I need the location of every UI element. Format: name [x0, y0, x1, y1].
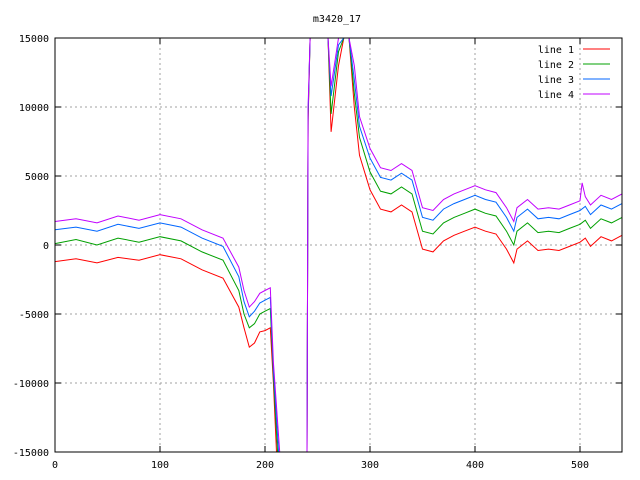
series-line-1 [55, 38, 622, 452]
y-tick-label: -10000 [13, 379, 49, 390]
x-tick-label: 0 [52, 460, 58, 471]
y-tick-label: 5000 [25, 172, 49, 183]
legend-label: line 2 [538, 60, 574, 71]
legend-label: line 1 [538, 45, 574, 56]
x-tick-label: 500 [571, 460, 589, 471]
tick-layer: 0 100 200 300 400 500 -15000 -10000 -5000 0 5000 10… [13, 34, 622, 471]
y-tick-label: -5000 [19, 310, 49, 321]
legend-label: line 4 [538, 90, 574, 101]
x-tick-label: 200 [256, 460, 274, 471]
x-tick-label: 300 [361, 460, 379, 471]
legend-label: line 3 [538, 75, 574, 86]
series-line-3 [55, 38, 622, 452]
y-tick-label: -15000 [13, 448, 49, 459]
chart-title: m3420_17 [313, 14, 361, 25]
grid [55, 38, 622, 452]
series-line-2 [55, 38, 622, 452]
y-tick-label: 0 [43, 241, 49, 252]
x-tick-label: 400 [466, 460, 484, 471]
x-tick-label: 100 [151, 460, 169, 471]
y-tick-label: 15000 [19, 34, 49, 45]
y-tick-label: 10000 [19, 103, 49, 114]
series-line-4 [55, 38, 622, 452]
series-layer [55, 38, 622, 452]
legend: line 1 line 2 line 3 line 4 [538, 45, 610, 101]
